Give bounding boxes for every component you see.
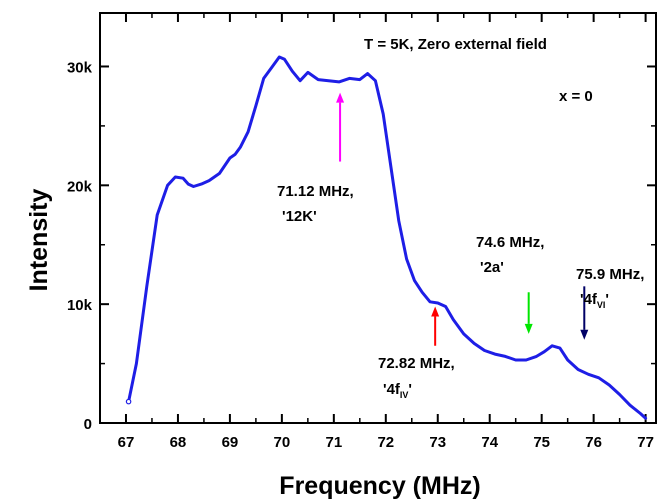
y-tick-label: 0: [84, 416, 92, 433]
annotation-4fiv-pre: '4f: [383, 381, 401, 398]
annotation-4fvi-pre: '4f: [580, 291, 598, 308]
x-tick-label: 70: [274, 434, 291, 451]
annotation-2a-line2: '2a': [480, 259, 504, 276]
annotation-4fvi-line1: 75.9 MHz,: [576, 266, 644, 283]
x-equals-label: x = 0: [559, 88, 593, 105]
series-start-marker: [125, 398, 132, 405]
annotation-arrow-head: [524, 323, 533, 334]
x-tick-label: 69: [222, 434, 239, 451]
x-tick-label: 71: [325, 434, 342, 451]
annotation-12k-line2: '12K': [282, 208, 317, 225]
annotation-4fiv-post: ': [408, 381, 412, 398]
series-line: [127, 55, 648, 420]
x-tick-label: 75: [533, 434, 550, 451]
annotation-arrow-head: [336, 92, 345, 103]
condition-label: T = 5K, Zero external field: [364, 36, 547, 53]
x-tick-label: 74: [481, 434, 498, 451]
annotation-arrow-head: [431, 306, 440, 317]
x-tick-label: 77: [637, 434, 654, 451]
x-tick-label: 72: [377, 434, 394, 451]
y-tick-label: 20k: [67, 178, 93, 195]
y-tick-label: 10k: [67, 297, 93, 314]
annotation-4fvi-sub: VI: [597, 300, 606, 310]
annotation-arrow-head: [580, 329, 589, 340]
x-axis-title: Frequency (MHz): [279, 472, 480, 500]
arrows: [336, 92, 589, 346]
plot-frame: [99, 12, 657, 424]
x-tick-label: 67: [118, 434, 135, 451]
ticks: [100, 13, 656, 424]
tick-labels: 67 68 69 70 71 72 73 74 75 76 77 0 10k 20k 30k: [67, 59, 654, 451]
annotation-4fiv-sub: IV: [400, 390, 409, 400]
annotation-4fvi-post: ': [605, 291, 609, 308]
y-tick-label: 30k: [67, 59, 93, 76]
x-tick-label: 73: [429, 434, 446, 451]
annotation-4fiv-line1: 72.82 MHz,: [378, 355, 455, 372]
x-tick-label: 76: [585, 434, 602, 451]
annotation-4fiv-line2: '4fIV': [383, 381, 412, 400]
annotation-4fvi-line2: '4fVI': [580, 291, 609, 310]
x-tick-label: 68: [170, 434, 187, 451]
y-axis-title: Intensity: [25, 189, 53, 292]
annotation-12k-line1: 71.12 MHz,: [277, 183, 354, 200]
annotation-2a-line1: 74.6 MHz,: [476, 234, 544, 251]
